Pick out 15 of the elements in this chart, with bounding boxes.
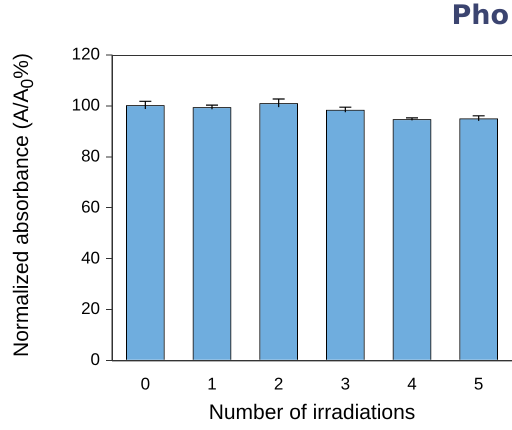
x-tick-label: 4 — [407, 374, 417, 394]
x-tick-label: 5 — [474, 374, 484, 394]
y-tick-label: 120 — [72, 44, 100, 64]
y-tick-label: 80 — [81, 146, 100, 166]
y-tick-label: 20 — [81, 299, 100, 318]
y-tick-label: 100 — [72, 96, 100, 115]
x-tick-label: 2 — [274, 374, 284, 394]
y-tick-label: 40 — [81, 248, 100, 268]
x-tick-label: 0 — [140, 374, 150, 394]
y-tick-label: 60 — [81, 197, 100, 216]
x-axis-title: Number of irradiations — [208, 401, 416, 424]
chart-title: Pho — [451, 0, 509, 31]
y-tick-label: 0 — [90, 350, 100, 370]
x-tick-label: 1 — [207, 374, 217, 394]
x-tick-label: 3 — [340, 374, 350, 394]
